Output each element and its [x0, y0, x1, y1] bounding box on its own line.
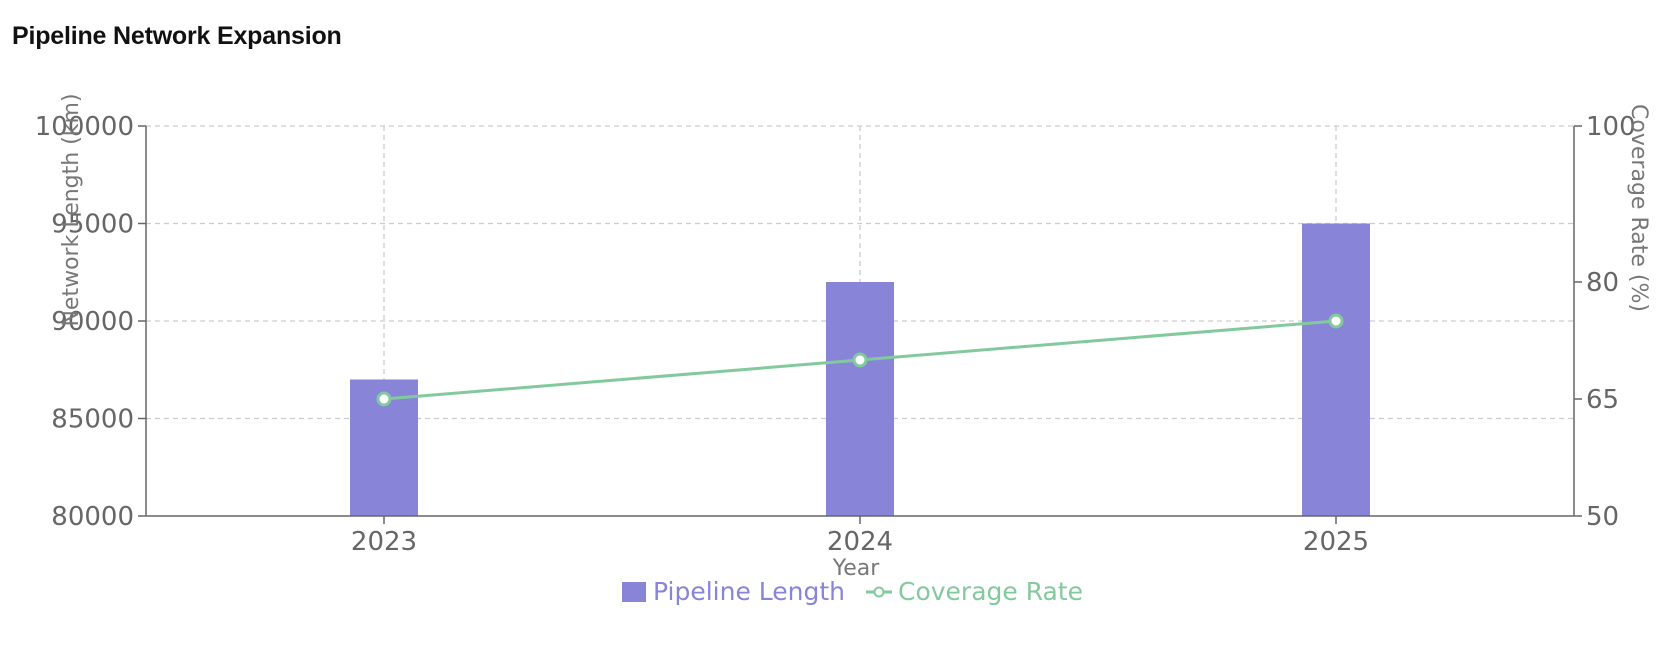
- axes: 80000 85000 90000 95000 100000 50 65 80 100 2023 2…: [35, 93, 1651, 581]
- x-tick-label: 2024: [827, 527, 893, 557]
- x-tick-label: 2025: [1303, 527, 1369, 557]
- legend-label-coverage-rate: Coverage Rate: [898, 577, 1083, 606]
- bar-series: [350, 223, 1370, 516]
- line-point: [1328, 313, 1344, 329]
- legend-swatch-pipeline-length: [622, 582, 646, 602]
- right-axis-title: Coverage Rate (%): [1626, 104, 1651, 312]
- left-tick-label: 100000: [35, 112, 134, 142]
- right-tick-label: 100: [1586, 112, 1636, 142]
- legend: Pipeline Length Coverage Rate: [622, 577, 1083, 606]
- line-point: [376, 391, 392, 407]
- left-tick-label: 95000: [51, 210, 134, 240]
- line-point: [852, 352, 868, 368]
- bar: [826, 282, 894, 516]
- line-series: [376, 313, 1344, 407]
- right-tick-label: 65: [1586, 385, 1619, 415]
- legend-label-pipeline-length: Pipeline Length: [653, 577, 845, 606]
- right-tick-label: 50: [1586, 502, 1619, 532]
- x-axis-title: Year: [832, 556, 881, 581]
- left-tick-label: 85000: [51, 405, 134, 435]
- right-tick-label: 80: [1586, 268, 1619, 298]
- x-tick-label: 2023: [351, 527, 417, 557]
- left-tick-label: 90000: [51, 307, 134, 337]
- left-tick-label: 80000: [51, 502, 134, 532]
- chart-title: Pipeline Network Expansion: [12, 22, 342, 50]
- legend-marker-coverage-rate: [873, 586, 885, 598]
- left-axis-title: Network Length (km): [59, 93, 84, 326]
- bar: [1302, 223, 1370, 516]
